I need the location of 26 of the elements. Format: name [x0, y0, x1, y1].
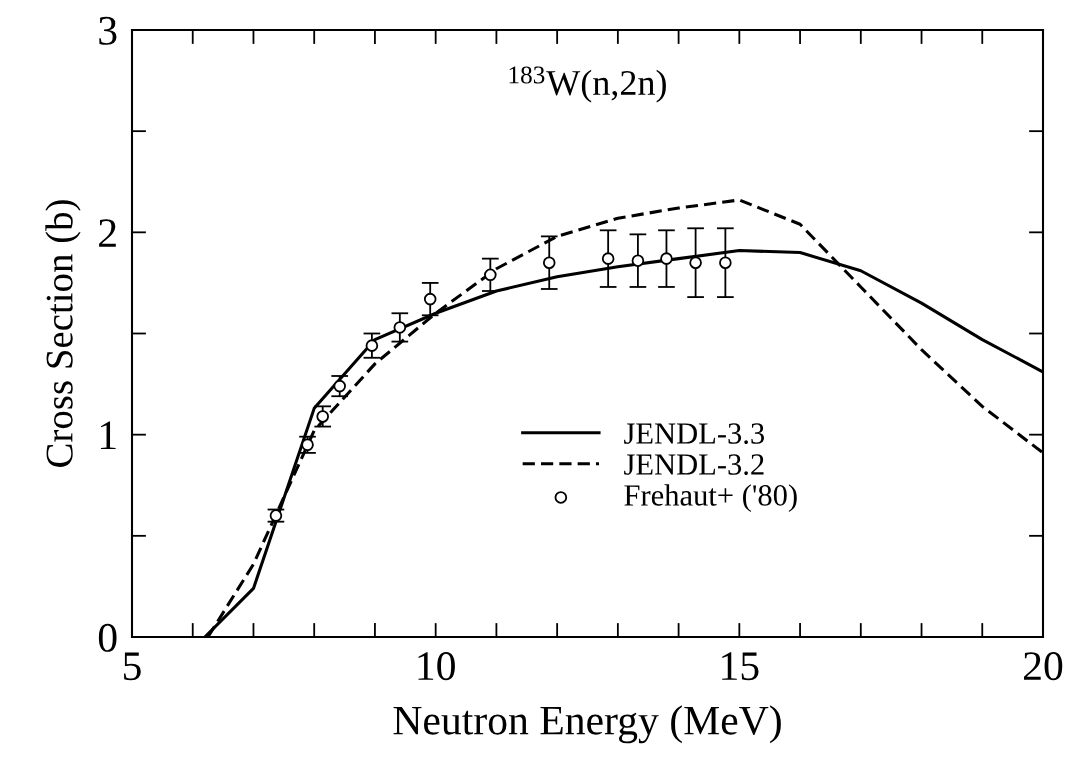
point [316, 410, 329, 423]
point [484, 268, 497, 282]
point [601, 252, 615, 265]
x-tick-label: 20 [1024, 652, 1063, 681]
y-tick-label: 0 [98, 623, 117, 652]
x-tick-label: 5 [124, 652, 141, 681]
legend-label: JENDL-3.3 [624, 423, 765, 444]
point [719, 256, 732, 269]
point [631, 254, 645, 267]
legend-label: JENDL-3.2 [624, 454, 764, 475]
annotation: $^{183}$W(n,2n) [509, 66, 666, 103]
point [660, 252, 673, 265]
point [333, 379, 346, 393]
y-axis-title: Cross Section (b) [45, 200, 81, 467]
point [542, 256, 556, 269]
x-axis-title: Neutron Energy (MeV) [393, 705, 781, 744]
point [393, 321, 407, 334]
x-tick-label: 15 [722, 652, 759, 681]
legend-label: Frehaut+ ('80) [624, 484, 797, 512]
y-tick-label: 1 [100, 421, 116, 450]
point [689, 256, 702, 269]
x-tick-label: 10 [418, 652, 455, 681]
point [365, 339, 379, 352]
y-tick-label: 3 [99, 16, 117, 45]
point [423, 292, 437, 306]
y-tick-label: 2 [99, 219, 116, 247]
